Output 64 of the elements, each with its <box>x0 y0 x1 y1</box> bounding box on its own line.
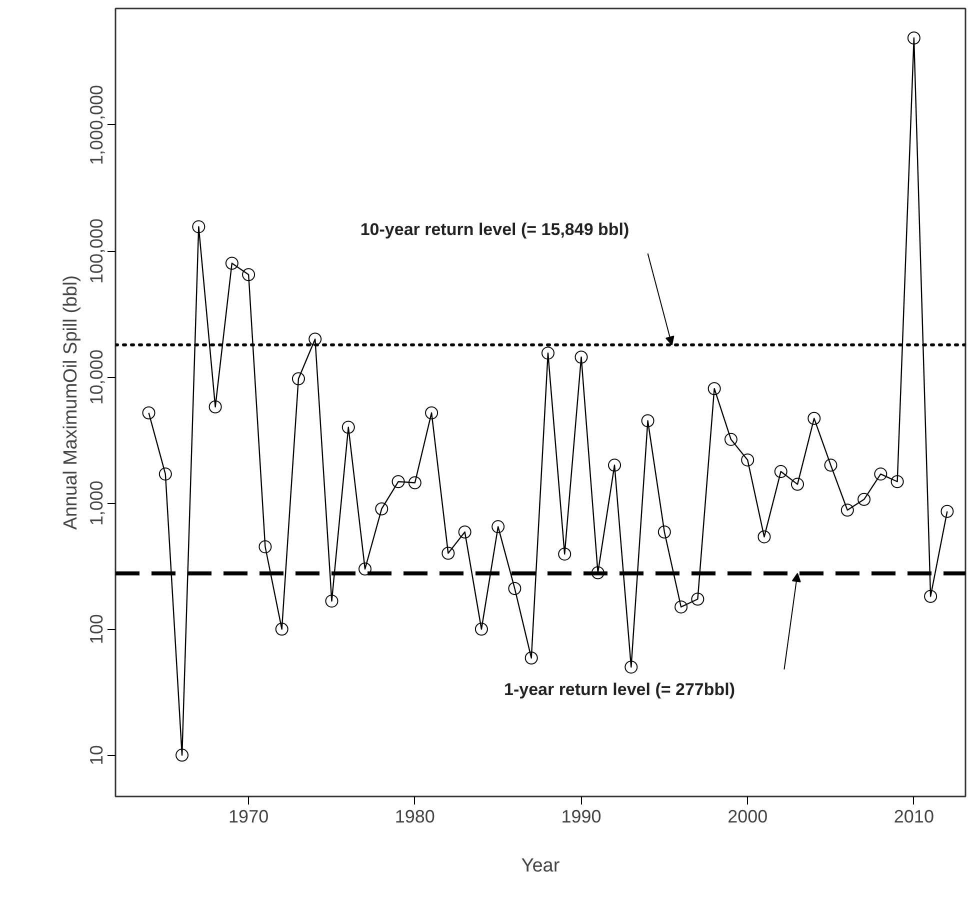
point <box>724 432 738 446</box>
x-tick-label: 1990 <box>561 806 602 826</box>
point <box>608 458 622 472</box>
point <box>408 476 422 490</box>
y-tick-label: 1,000,000 <box>86 84 106 166</box>
point <box>758 530 771 544</box>
point <box>142 406 156 420</box>
point <box>774 465 788 478</box>
point <box>375 502 388 516</box>
point <box>442 546 455 560</box>
annotation: 10-year return level (= 15,849 bbl) <box>360 220 630 240</box>
point <box>940 504 954 518</box>
point <box>325 594 338 608</box>
y-tick-label: 100,000 <box>86 218 106 284</box>
point <box>292 372 305 386</box>
x-tick-label: 2010 <box>894 806 934 826</box>
x-tick-label: 2000 <box>728 806 768 826</box>
point <box>924 590 938 603</box>
point <box>658 525 671 538</box>
point <box>741 453 754 466</box>
point <box>392 475 405 488</box>
point <box>242 268 256 282</box>
point <box>258 540 272 554</box>
point <box>574 350 588 364</box>
point <box>458 525 472 538</box>
point <box>541 346 554 360</box>
x-tick-label: 1970 <box>228 806 269 826</box>
y-axis-title: Annual MaximumOil Spill (bbl) <box>60 275 82 530</box>
point <box>824 458 838 472</box>
point <box>907 32 920 44</box>
point <box>275 622 288 636</box>
point <box>808 412 821 425</box>
point <box>708 382 721 396</box>
point <box>874 468 888 481</box>
annotation: 1-year return level (= 277bbl) <box>504 680 736 700</box>
point <box>158 468 172 481</box>
y-tick-label: 10,000 <box>86 350 106 405</box>
point <box>508 582 522 596</box>
point <box>342 420 355 434</box>
point <box>591 566 604 580</box>
point <box>840 504 854 517</box>
point <box>225 256 238 270</box>
point <box>492 520 505 534</box>
y-tick-label: 10 <box>86 745 106 766</box>
x-tick-label: 1980 <box>394 806 435 826</box>
point <box>208 400 222 414</box>
point <box>425 406 438 420</box>
point <box>641 414 654 428</box>
point <box>858 492 871 506</box>
point <box>524 652 538 665</box>
point <box>176 748 189 762</box>
point <box>624 660 638 674</box>
point <box>474 622 488 636</box>
y-tick-label: 100 <box>86 614 106 644</box>
y-tick-label: 1,000 <box>86 480 106 526</box>
point <box>558 548 572 561</box>
x-axis-title: Year <box>521 856 560 876</box>
point <box>890 475 904 488</box>
point <box>674 600 688 614</box>
point <box>790 478 804 491</box>
point <box>358 562 372 576</box>
point <box>691 592 704 606</box>
point <box>192 220 206 234</box>
point <box>308 332 322 346</box>
